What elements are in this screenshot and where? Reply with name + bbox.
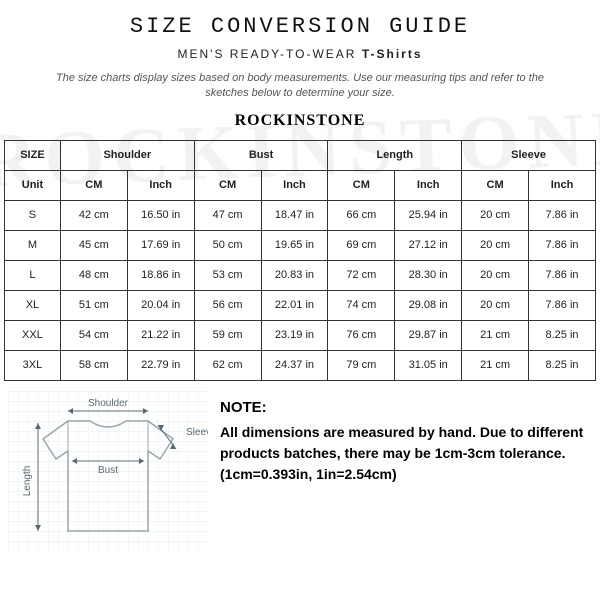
cell-bust-cm: 62 cm — [194, 350, 261, 380]
cell-shoulder-in: 17.69 in — [127, 230, 194, 260]
diagram-label-bust: Bust — [98, 465, 118, 476]
cell-length-cm: 66 cm — [328, 200, 395, 230]
note-block: NOTE: All dimensions are measured by han… — [220, 391, 592, 485]
table-row: XL51 cm20.04 in56 cm22.01 in74 cm29.08 i… — [5, 290, 596, 320]
cell-length-in: 29.87 in — [395, 320, 462, 350]
table-row: L48 cm18.86 in53 cm20.83 in72 cm28.30 in… — [5, 260, 596, 290]
table-row: XXL54 cm21.22 in59 cm23.19 in76 cm29.87 … — [5, 320, 596, 350]
size-table: SIZE Shoulder Bust Length Sleeve Unit CM… — [4, 140, 596, 381]
cell-size: 3XL — [5, 350, 61, 380]
cell-sleeve-cm: 20 cm — [462, 290, 529, 320]
cell-sleeve-cm: 20 cm — [462, 230, 529, 260]
unit-inch: Inch — [127, 170, 194, 200]
cell-length-cm: 79 cm — [328, 350, 395, 380]
cell-bust-in: 20.83 in — [261, 260, 328, 290]
cell-length-cm: 76 cm — [328, 320, 395, 350]
header-bust: Bust — [194, 140, 328, 170]
cell-shoulder-in: 22.79 in — [127, 350, 194, 380]
subtitle-prefix: MEN'S READY-TO-WEAR — [178, 47, 357, 61]
cell-shoulder-in: 16.50 in — [127, 200, 194, 230]
cell-shoulder-cm: 42 cm — [60, 200, 127, 230]
intro-text: The size charts display sizes based on b… — [40, 71, 560, 102]
cell-shoulder-cm: 51 cm — [60, 290, 127, 320]
cell-shoulder-cm: 45 cm — [60, 230, 127, 260]
note-body: All dimensions are measured by hand. Due… — [220, 422, 592, 485]
cell-bust-in: 23.19 in — [261, 320, 328, 350]
cell-sleeve-in: 7.86 in — [529, 260, 596, 290]
cell-shoulder-in: 21.22 in — [127, 320, 194, 350]
header-size: SIZE — [5, 140, 61, 170]
tshirt-diagram: Shoulder Bust Sleeve Length — [8, 391, 208, 551]
cell-sleeve-in: 7.86 in — [529, 230, 596, 260]
table-header-row: SIZE Shoulder Bust Length Sleeve — [5, 140, 596, 170]
cell-sleeve-cm: 21 cm — [462, 320, 529, 350]
cell-shoulder-cm: 58 cm — [60, 350, 127, 380]
cell-bust-in: 18.47 in — [261, 200, 328, 230]
table-row: M45 cm17.69 in50 cm19.65 in69 cm27.12 in… — [5, 230, 596, 260]
cell-sleeve-in: 8.25 in — [529, 320, 596, 350]
cell-size: M — [5, 230, 61, 260]
cell-sleeve-cm: 20 cm — [462, 260, 529, 290]
diagram-label-length: Length — [22, 465, 33, 496]
cell-shoulder-cm: 54 cm — [60, 320, 127, 350]
subtitle: MEN'S READY-TO-WEAR T-Shirts — [0, 47, 600, 61]
cell-shoulder-in: 20.04 in — [127, 290, 194, 320]
unit-inch: Inch — [261, 170, 328, 200]
unit-cm: CM — [60, 170, 127, 200]
cell-sleeve-in: 8.25 in — [529, 350, 596, 380]
diagram-label-sleeve: Sleeve — [186, 427, 208, 438]
subtitle-category: T-Shirts — [362, 47, 423, 61]
cell-length-cm: 74 cm — [328, 290, 395, 320]
cell-shoulder-in: 18.86 in — [127, 260, 194, 290]
diagram-label-shoulder: Shoulder — [88, 398, 129, 409]
cell-size: XXL — [5, 320, 61, 350]
cell-size: S — [5, 200, 61, 230]
cell-sleeve-cm: 21 cm — [462, 350, 529, 380]
cell-sleeve-cm: 20 cm — [462, 200, 529, 230]
cell-size: XL — [5, 290, 61, 320]
unit-cm: CM — [462, 170, 529, 200]
bottom-section: Shoulder Bust Sleeve Length NOTE: All di… — [0, 391, 600, 551]
cell-length-cm: 72 cm — [328, 260, 395, 290]
header-length: Length — [328, 140, 462, 170]
cell-bust-cm: 59 cm — [194, 320, 261, 350]
header-sleeve: Sleeve — [462, 140, 596, 170]
cell-bust-in: 24.37 in — [261, 350, 328, 380]
cell-length-in: 25.94 in — [395, 200, 462, 230]
cell-length-in: 29.08 in — [395, 290, 462, 320]
header-shoulder: Shoulder — [60, 140, 194, 170]
content-wrapper: SIZE CONVERSION GUIDE MEN'S READY-TO-WEA… — [0, 14, 600, 551]
cell-bust-cm: 56 cm — [194, 290, 261, 320]
unit-inch: Inch — [395, 170, 462, 200]
note-title: NOTE: — [220, 399, 592, 416]
cell-length-in: 31.05 in — [395, 350, 462, 380]
cell-bust-in: 19.65 in — [261, 230, 328, 260]
page-title: SIZE CONVERSION GUIDE — [0, 14, 600, 39]
cell-bust-in: 22.01 in — [261, 290, 328, 320]
cell-length-in: 28.30 in — [395, 260, 462, 290]
cell-bust-cm: 50 cm — [194, 230, 261, 260]
table-row: 3XL58 cm22.79 in62 cm24.37 in79 cm31.05 … — [5, 350, 596, 380]
unit-cm: CM — [328, 170, 395, 200]
cell-bust-cm: 47 cm — [194, 200, 261, 230]
brand-name: ROCKINSTONE — [0, 112, 600, 130]
cell-length-in: 27.12 in — [395, 230, 462, 260]
cell-length-cm: 69 cm — [328, 230, 395, 260]
cell-bust-cm: 53 cm — [194, 260, 261, 290]
unit-inch: Inch — [529, 170, 596, 200]
cell-size: L — [5, 260, 61, 290]
cell-shoulder-cm: 48 cm — [60, 260, 127, 290]
unit-cm: CM — [194, 170, 261, 200]
cell-sleeve-in: 7.86 in — [529, 290, 596, 320]
table-unit-row: Unit CM Inch CM Inch CM Inch CM Inch — [5, 170, 596, 200]
cell-sleeve-in: 7.86 in — [529, 200, 596, 230]
table-row: S42 cm16.50 in47 cm18.47 in66 cm25.94 in… — [5, 200, 596, 230]
unit-label: Unit — [5, 170, 61, 200]
